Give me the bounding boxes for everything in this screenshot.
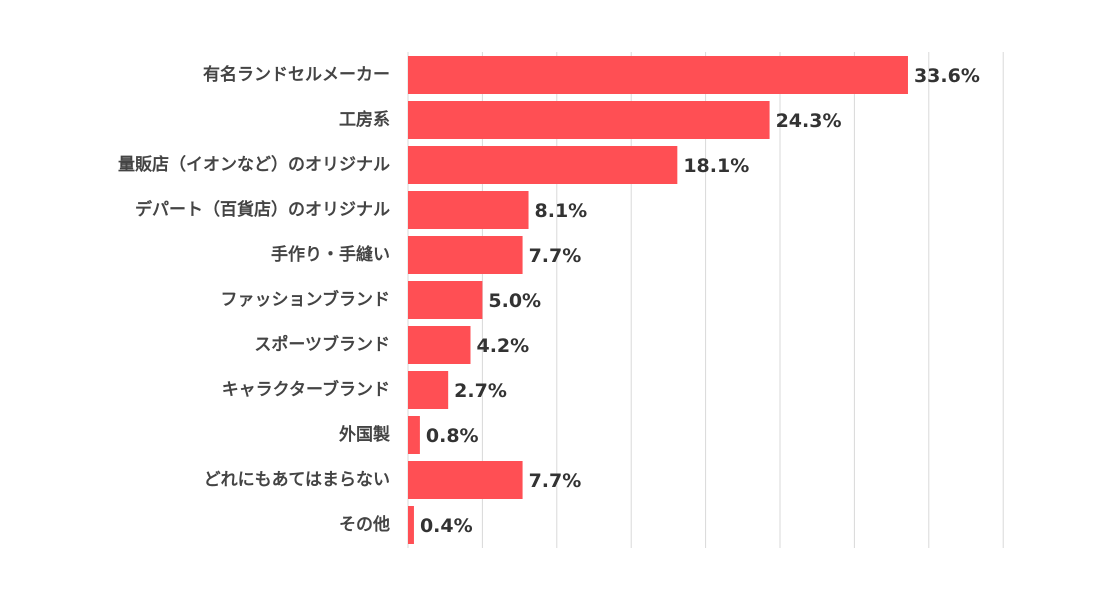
bar-layer [408, 56, 908, 544]
bar [408, 506, 414, 544]
category-label: 有名ランドセルメーカー [203, 64, 390, 85]
label-layer: 有名ランドセルメーカー 33.6% 工房系 24.3% 量販店（イオンなど）のオリジナル… [118, 64, 980, 537]
value-label: 7.7% [529, 470, 582, 492]
bar [408, 236, 523, 274]
category-label: 外国製 [339, 424, 390, 445]
bar [408, 281, 483, 319]
category-label: 手作り・手縫い [271, 244, 390, 265]
category-label: ファッションブランド [221, 289, 391, 310]
category-label: スポーツブランド [254, 334, 390, 355]
category-label: その他 [339, 514, 390, 535]
category-label: 量販店（イオンなど）のオリジナル [118, 154, 390, 175]
value-label: 24.3% [776, 110, 842, 132]
bar [408, 416, 420, 454]
bar [408, 56, 908, 94]
value-label: 7.7% [529, 245, 582, 267]
value-label: 33.6% [914, 65, 980, 87]
bar [408, 461, 523, 499]
value-label: 4.2% [476, 335, 529, 357]
category-label: 工房系 [339, 109, 390, 130]
bar [408, 326, 471, 364]
value-label: 18.1% [683, 155, 749, 177]
value-label: 0.4% [420, 515, 473, 537]
bar [408, 101, 770, 139]
category-label: どれにもあてはまらない [204, 470, 390, 490]
value-label: 0.8% [426, 425, 479, 447]
bar [408, 191, 529, 229]
value-label: 8.1% [535, 200, 588, 222]
category-label: キャラクターブランド [222, 379, 390, 400]
category-label: デパート（百貨店）のオリジナル [135, 199, 390, 220]
value-label: 2.7% [454, 380, 507, 402]
bar [408, 371, 449, 409]
value-label: 5.0% [488, 290, 541, 312]
bar [408, 146, 678, 184]
